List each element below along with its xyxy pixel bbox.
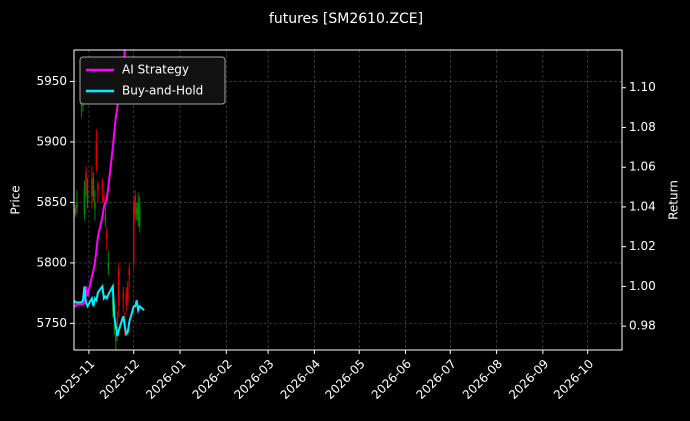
y2-tick-label: 1.10 [629,80,656,94]
plot-frame [73,49,623,351]
y2-axis-label: Return [667,180,681,220]
candle-body [117,268,120,306]
candle-body [104,214,107,221]
candle-body [137,202,140,221]
candle-body [91,178,93,197]
candle-body [128,268,131,275]
series-line [74,50,126,308]
legend-label: AI Strategy [122,63,189,77]
candle-body [103,196,105,203]
candle-body [85,172,87,191]
x-tick-label: 2025-12 [97,357,142,402]
y2-tick-label: 0.98 [629,319,656,333]
y2-tick-label: 1.00 [629,279,656,293]
x-tick-label: 2026-05 [322,357,367,402]
x-tick-label: 2026-06 [369,357,414,402]
candle-body [132,202,135,263]
candle-body [94,202,96,209]
candle-body [134,196,137,215]
candle-body [97,184,99,191]
candle-body [106,232,108,239]
y2-tick-label: 1.04 [629,199,656,213]
x-tick-label: 2026-04 [278,357,323,402]
candle-body [125,293,128,306]
candle-body [113,323,116,330]
series-line [74,282,145,337]
y-tick-label: 5800 [36,255,67,269]
candle-body [76,202,78,209]
candle-body [116,317,119,330]
candle-body [115,335,117,342]
x-tick-label: 2026-07 [414,357,459,402]
candle-body [92,178,95,197]
x-tick-label: 2026-10 [551,357,596,402]
x-tick-label: 2026-03 [231,357,276,402]
x-tick-label: 2026-09 [506,357,551,402]
legend-box [79,56,226,105]
x-tick-label: 2026-01 [143,357,188,402]
legend-label: Buy-and-Hold [122,84,203,98]
candle-body [74,208,77,213]
candle-body [135,208,138,215]
candle-body [95,141,98,167]
y-tick-label: 5750 [36,316,67,330]
candle-body [83,190,86,215]
y2-tick-label: 1.08 [629,120,656,134]
candle-body [126,287,129,300]
x-tick-label: 2025-11 [52,357,97,402]
candle-body [122,293,125,300]
candle-body [107,262,110,269]
candle-body [138,208,141,227]
plot-area [74,50,145,350]
y-axis-label: Price [9,185,23,214]
y-tick-label: 5950 [36,74,67,88]
chart-title: futures [SM2610.ZCE] [269,11,423,27]
y-tick-label: 5850 [36,195,67,209]
y2-tick-label: 1.06 [629,160,656,174]
y-tick-label: 5900 [36,134,67,148]
x-tick-label: 2026-02 [190,357,235,402]
y2-tick-label: 1.02 [629,239,656,253]
candle-body [86,190,89,203]
x-tick-label: 2026-08 [460,357,505,402]
candle-body [101,184,104,191]
